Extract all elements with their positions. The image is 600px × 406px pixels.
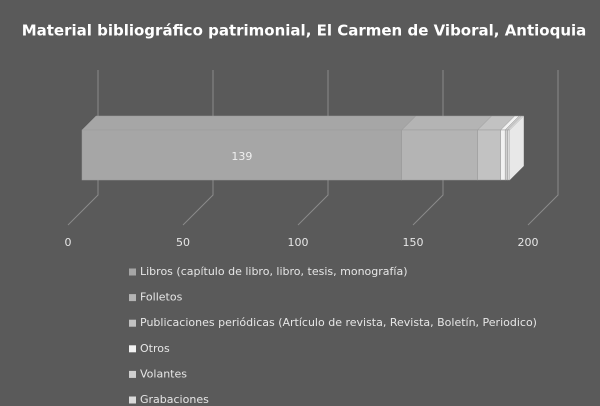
legend-label: Publicaciones periódicas (Artículo de re… bbox=[140, 316, 537, 329]
bar-end bbox=[509, 116, 524, 180]
bar-top bbox=[401, 115, 493, 131]
grid-line bbox=[297, 70, 329, 226]
legend-label: Libros (capítulo de libro, libro, tesis,… bbox=[140, 265, 407, 278]
legend-label: Otros bbox=[140, 342, 170, 355]
x-tick-label: 150 bbox=[403, 236, 424, 249]
bar bbox=[500, 129, 506, 181]
grid-line bbox=[412, 70, 444, 226]
grid-line bbox=[182, 70, 214, 226]
legend-swatch bbox=[129, 370, 136, 378]
grid-line bbox=[67, 70, 99, 226]
bar bbox=[401, 129, 478, 181]
legend-swatch bbox=[129, 294, 136, 302]
x-tick-label: 100 bbox=[288, 236, 309, 249]
legend-label: Grabaciones bbox=[140, 393, 209, 406]
chart-title: Material bibliográfico patrimonial, El C… bbox=[22, 22, 587, 40]
x-tick-label: 0 bbox=[65, 236, 72, 249]
legend-label: Volantes bbox=[140, 367, 187, 380]
legend-label: Folletos bbox=[140, 291, 183, 304]
bar bbox=[81, 129, 402, 181]
x-tick-label: 200 bbox=[518, 236, 539, 249]
grid-line bbox=[527, 70, 559, 226]
legend-swatch bbox=[129, 319, 136, 327]
bar-top bbox=[81, 115, 417, 131]
bar bbox=[504, 129, 508, 181]
legend-swatch bbox=[129, 268, 136, 276]
bar bbox=[477, 129, 501, 181]
bar bbox=[507, 129, 511, 181]
data-label: 139 bbox=[231, 150, 252, 163]
legend-swatch bbox=[129, 396, 136, 404]
x-tick-label: 50 bbox=[176, 236, 190, 249]
legend-swatch bbox=[129, 345, 136, 353]
